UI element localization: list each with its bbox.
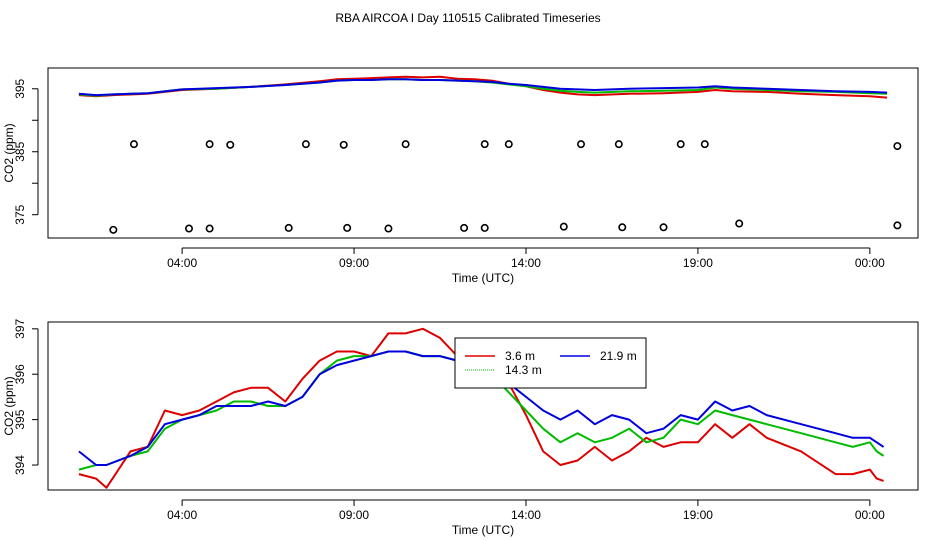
calibration-point [460,223,469,232]
y-tick-label: 394 [13,455,27,475]
calibration-point [343,223,352,232]
legend-label-21-9-m: 21.9 m [600,349,637,363]
x-tick-label: 00:00 [855,508,885,522]
calibration-point [401,140,410,149]
calibration-point [284,223,293,232]
series-line-3-6-m-top-panel [78,75,888,99]
y-axis-label: CO2 (ppm) [2,376,16,435]
bottom-panel: 04:00 09:00 14:00 19:00 00:00 Time (UTC) 394 39… [2,318,919,537]
x-axis-label: Time (UTC) [452,271,514,285]
legend-label-14-3-m: 14.3 m [505,363,542,377]
calibration-point [226,140,235,149]
calibration-point [301,140,310,149]
calibration-point [109,225,118,234]
y-tick-label: 395 [13,409,27,429]
plot-frame [47,67,919,239]
y-axis-label: CO2 (ppm) [2,123,16,182]
legend: 3.6 m 21.9 m 14.3 m [454,337,647,389]
calibration-point [129,140,138,149]
calibration-point [205,224,214,233]
legend-label-3-6-m: 3.6 m [505,349,535,363]
y-tick-label: 397 [13,318,27,338]
calibration-point [618,223,627,232]
calibration-point [735,219,744,228]
calibration-point [205,140,214,149]
calibration-point [559,222,568,231]
calibration-point [893,221,902,230]
x-tick-label: 09:00 [339,256,369,270]
x-tick-label: 19:00 [683,256,713,270]
y-tick-label: 375 [13,204,27,224]
calibration-point [893,142,902,151]
calibration-point [614,140,623,149]
top-panel: 04:00 09:00 14:00 19:00 00:00 Time (UTC) 375 38… [2,67,919,285]
calibration-point [184,224,193,233]
series-line-21-9-m-top-panel [78,78,888,97]
x-tick-label: 09:00 [339,508,369,522]
figure-title: RBA AIRCOA I Day 110515 Calibrated Times… [335,11,600,25]
x-tick-label: 04:00 [167,256,197,270]
calibration-point [384,224,393,233]
y-tick-label: 395 [13,78,27,98]
calibration-point [577,140,586,149]
y-tick-label: 396 [13,364,27,384]
calibration-point [480,140,489,149]
plot-frame [47,321,919,491]
x-axis-label: Time (UTC) [452,523,514,537]
calibration-point [659,223,668,232]
calibration-point [700,140,709,149]
x-tick-label: 19:00 [683,508,713,522]
x-tick-label: 14:00 [511,508,541,522]
calibration-point [480,223,489,232]
y-tick-label: 385 [13,141,27,161]
x-tick-label: 00:00 [855,256,885,270]
legend-box [454,337,647,389]
x-tick-label: 04:00 [167,508,197,522]
x-tick-label: 14:00 [511,256,541,270]
calibration-point [504,140,513,149]
calibration-point [339,140,348,149]
calibration-point [676,140,685,149]
